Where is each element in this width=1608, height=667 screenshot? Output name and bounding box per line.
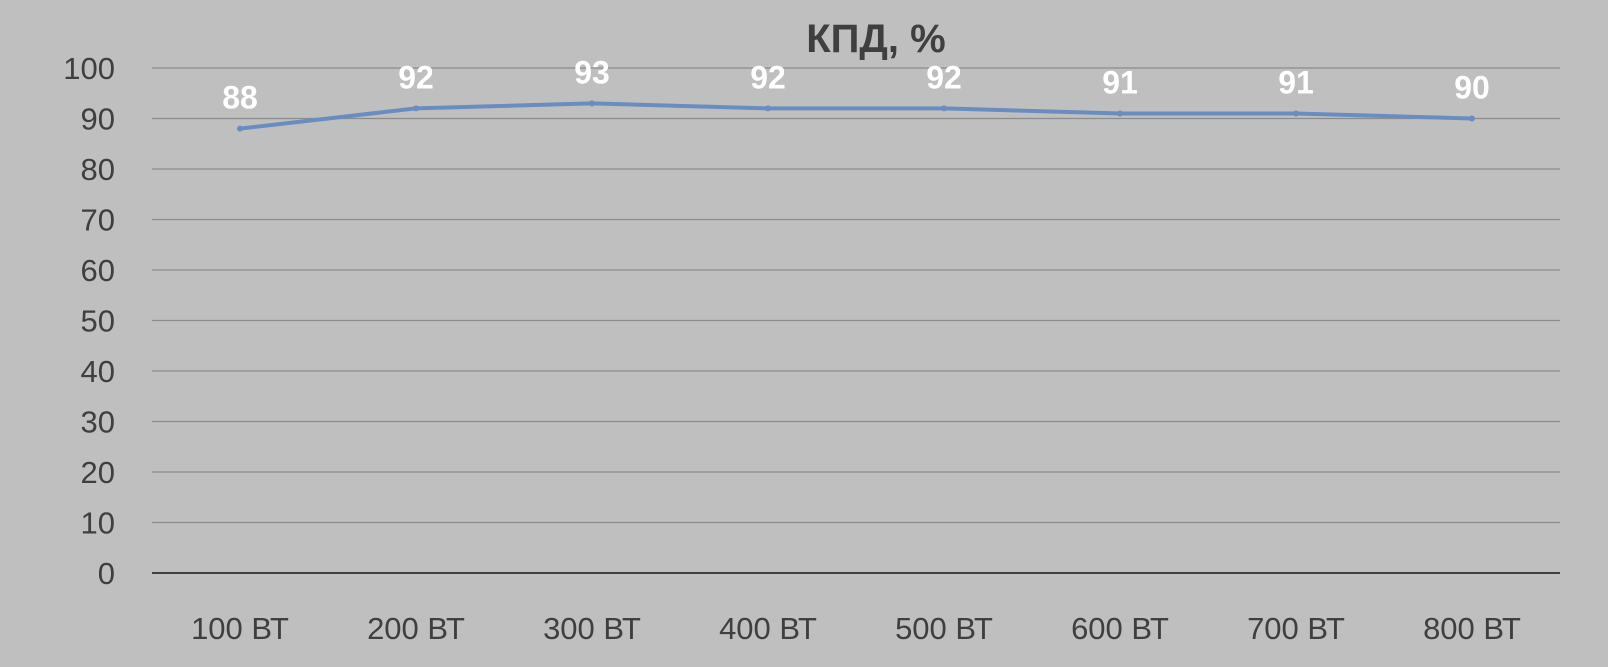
data-label: 88 [222,80,258,116]
data-point [1293,110,1299,117]
data-point [413,105,419,112]
gridlines [152,67,1560,574]
x-tick-label: 200 ВТ [367,611,465,646]
x-tick-label: 400 ВТ [719,611,817,646]
data-point [1117,110,1123,117]
series-line [238,101,1474,131]
y-tick-label: 10 [81,506,115,541]
chart-title: КПД, % [806,17,945,61]
y-tick-label: 40 [81,354,115,389]
data-label: 92 [750,59,786,95]
y-tick-label: 100 [63,51,115,86]
series-layer [237,100,1475,132]
y-tick-label: 70 [81,203,115,238]
data-point [765,105,771,112]
x-tick-label: 700 ВТ [1247,611,1345,646]
data-label: 90 [1454,70,1490,106]
y-tick-label: 20 [81,455,115,490]
data-point [1469,115,1475,122]
y-tick-label: 60 [81,253,115,288]
y-tick-label: 90 [81,102,115,137]
data-point [941,105,947,112]
data-label: 91 [1102,64,1138,100]
data-point [237,125,243,132]
data-label: 91 [1278,64,1314,100]
y-axis-tick-labels: 0 10 20 30 40 50 60 70 80 90 100 [63,51,115,591]
data-labels: 88 92 93 92 92 91 91 90 [222,54,1490,115]
y-tick-label: 50 [81,304,115,339]
x-tick-label: 300 ВТ [543,611,641,646]
y-tick-label: 0 [98,556,115,591]
data-label: 92 [926,59,962,95]
x-tick-label: 500 ВТ [895,611,993,646]
data-label: 92 [398,59,434,95]
data-label: 93 [574,54,610,90]
x-tick-label: 100 ВТ [191,611,289,646]
x-tick-label: 800 ВТ [1423,611,1521,646]
x-tick-label: 600 ВТ [1071,611,1169,646]
data-point [589,100,595,107]
x-axis-tick-labels: 100 ВТ 200 ВТ 300 ВТ 400 ВТ 500 ВТ 600 ВТ 700 … [191,611,1521,646]
y-tick-label: 80 [81,152,115,187]
y-tick-label: 30 [81,405,115,440]
